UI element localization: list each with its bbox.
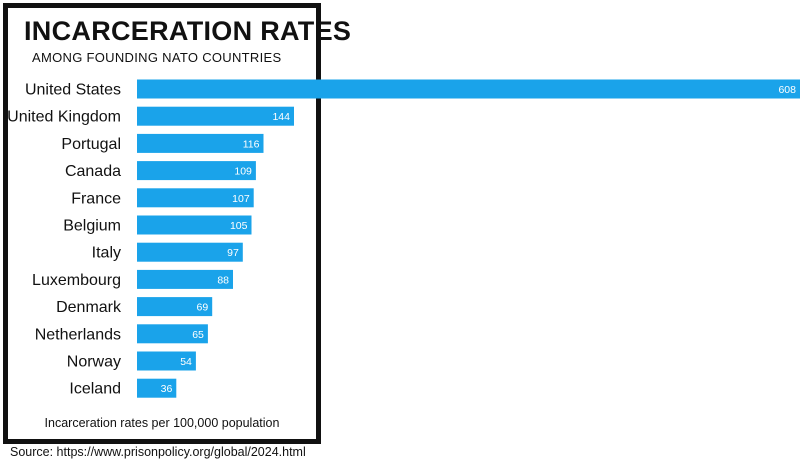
category-label: United States xyxy=(25,82,121,99)
category-label: Belgium xyxy=(63,218,121,235)
category-label: Portugal xyxy=(61,136,121,153)
category-label: Canada xyxy=(65,163,121,180)
category-label: Iceland xyxy=(69,381,121,398)
data-label: 608 xyxy=(778,84,796,96)
category-label: Netherlands xyxy=(35,326,121,343)
data-label: 65 xyxy=(192,329,204,341)
data-label: 88 xyxy=(217,274,229,286)
data-label: 109 xyxy=(234,166,252,178)
chart-title: INCARCERATION RATES xyxy=(24,16,352,46)
data-label: 116 xyxy=(243,138,260,150)
source-note: Source: https://www.prisonpolicy.org/glo… xyxy=(10,445,306,459)
category-label: United Kingdom xyxy=(7,109,121,126)
bar-italy xyxy=(137,242,243,262)
bar-netherlands xyxy=(137,324,208,344)
bar-united-states xyxy=(137,79,800,99)
bar-portugal xyxy=(137,133,264,153)
bar-canada xyxy=(137,161,256,181)
data-label: 54 xyxy=(180,356,192,368)
data-label: 105 xyxy=(230,220,248,232)
category-label: Luxembourg xyxy=(32,272,121,289)
category-label: Denmark xyxy=(56,299,122,316)
x-axis-label: Incarceration rates per 100,000 populati… xyxy=(44,416,280,430)
bar-norway xyxy=(137,351,196,371)
data-label: 36 xyxy=(161,383,173,395)
bar-belgium xyxy=(137,215,252,235)
data-label: 97 xyxy=(227,247,239,259)
category-label: Norway xyxy=(67,354,121,371)
data-label: 107 xyxy=(232,193,250,205)
chart-subtitle: AMONG FOUNDING NATO COUNTRIES xyxy=(32,50,282,65)
bar-iceland xyxy=(137,378,177,398)
data-label: 69 xyxy=(197,302,209,314)
bar-luxembourg xyxy=(137,269,233,289)
bar-france xyxy=(137,188,254,208)
bar-united-kingdom xyxy=(137,106,294,126)
bar-denmark xyxy=(137,297,213,317)
data-label: 144 xyxy=(272,111,290,123)
category-label: Italy xyxy=(92,245,121,262)
category-label: France xyxy=(71,190,121,207)
